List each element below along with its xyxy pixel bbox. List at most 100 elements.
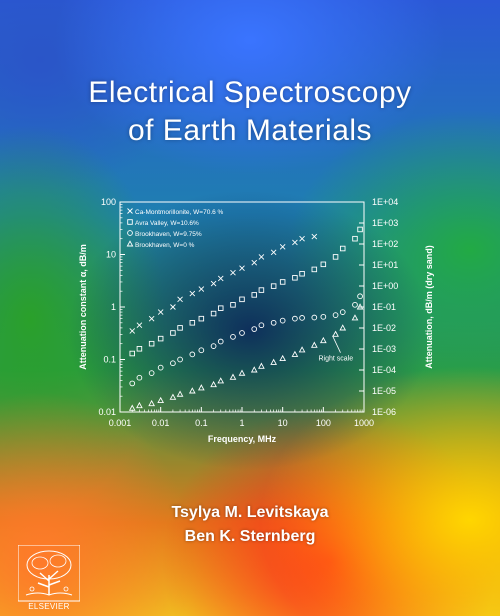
data-point-series-3	[217, 338, 224, 345]
data-point-series-1	[292, 239, 298, 246]
elsevier-tree-logo	[18, 545, 80, 602]
data-point-series-3	[129, 380, 136, 387]
data-point-series-1	[299, 235, 305, 242]
data-point-series-1	[258, 254, 265, 260]
data-point-series-2	[339, 245, 346, 252]
data-point-series-4	[229, 373, 237, 380]
y2-tick-label: 1E-06	[372, 407, 396, 417]
data-point-series-2	[210, 310, 217, 317]
data-point-series-1	[311, 233, 318, 240]
data-point-series-1	[239, 265, 245, 271]
data-point-series-1	[279, 244, 286, 250]
data-point-series-2	[258, 287, 265, 293]
y2-tick-label: 1E-01	[372, 302, 396, 312]
book-title-line2: of Earth Materials	[127, 114, 373, 147]
data-point-series-2	[148, 340, 155, 347]
legend-marker-1	[127, 208, 133, 214]
data-point-series-3	[357, 293, 363, 300]
legend-label-2: Avra Valley, W=10.6%	[135, 220, 199, 227]
data-point-series-2	[217, 305, 224, 311]
author-name-1: Tsylya M. Levitskaya	[171, 504, 329, 521]
x-tick-label: 0.001	[109, 418, 132, 428]
data-point-series-2	[129, 350, 135, 357]
data-point-series-3	[198, 347, 205, 354]
data-point-series-4	[238, 369, 246, 376]
data-point-series-4	[339, 324, 347, 331]
data-point-series-4	[148, 399, 156, 407]
y2-tick-label: 1E+04	[372, 197, 398, 207]
data-point-series-4	[157, 396, 165, 404]
y-tick-label: 10	[106, 250, 116, 260]
data-point-series-2	[230, 302, 236, 308]
y2-axis-label: Attenuation, dB/m (dry sand)	[424, 245, 434, 369]
data-point-series-2	[251, 292, 257, 298]
data-point-series-2	[157, 335, 164, 342]
data-point-series-3	[170, 360, 176, 367]
x-tick-label: 1	[239, 418, 244, 428]
data-point-series-3	[339, 309, 346, 315]
y2-tick-label: 1E-02	[372, 323, 396, 333]
data-point-series-4	[258, 362, 265, 369]
annotation-arrow	[332, 335, 341, 353]
data-point-series-4	[210, 380, 217, 388]
y2-tick-label: 1E+01	[372, 260, 398, 270]
data-point-series-2	[189, 320, 196, 326]
data-point-series-1	[136, 322, 143, 329]
data-point-series-1	[230, 269, 236, 276]
y2-tick-label: 1E-03	[372, 344, 396, 354]
data-point-series-3	[352, 301, 358, 308]
data-point-series-3	[299, 315, 305, 321]
data-point-series-2	[198, 315, 205, 322]
data-point-series-4	[270, 358, 278, 365]
data-point-series-4	[332, 330, 339, 337]
data-point-series-1	[148, 315, 155, 322]
data-point-series-4	[217, 377, 225, 384]
y2-tick-label: 1E-04	[372, 365, 396, 375]
data-point-series-2	[239, 296, 245, 303]
data-point-series-2	[352, 235, 358, 242]
data-point-series-2	[357, 226, 363, 233]
data-point-series-4	[188, 387, 196, 394]
data-point-series-2	[279, 279, 286, 285]
data-point-series-4	[291, 350, 299, 357]
legend-marker-4	[126, 240, 134, 247]
data-point-series-3	[189, 351, 196, 358]
data-point-series-3	[270, 319, 277, 326]
data-point-series-2	[270, 283, 277, 289]
data-point-series-4	[279, 354, 287, 362]
data-point-series-3	[279, 317, 286, 324]
data-point-series-3	[332, 312, 339, 318]
annotation-label: Right scale	[318, 356, 353, 363]
data-point-series-3	[177, 356, 183, 363]
data-point-series-3	[136, 374, 143, 381]
data-point-series-2	[299, 270, 305, 277]
legend-marker-2	[127, 219, 133, 225]
data-point-series-3	[258, 322, 265, 329]
data-point-series-1	[157, 309, 164, 315]
data-point-series-1	[177, 296, 183, 303]
data-point-series-3	[157, 364, 164, 371]
publisher-name: ELSEVIER	[28, 602, 70, 611]
data-point-series-1	[217, 275, 224, 282]
x-tick-label: 100	[316, 418, 331, 428]
data-point-series-1	[270, 249, 277, 256]
y-tick-label: 100	[101, 197, 116, 207]
y2-tick-label: 1E-05	[372, 386, 396, 396]
data-point-series-4	[169, 393, 177, 400]
data-point-series-4	[136, 401, 143, 409]
legend-label-4: Brookhaven, W=0 %	[135, 242, 195, 249]
data-point-series-1	[189, 290, 196, 297]
data-point-series-1	[170, 304, 176, 310]
data-point-series-2	[292, 275, 298, 281]
y-tick-label: 1	[111, 302, 116, 312]
legend-marker-3	[127, 230, 133, 236]
data-point-series-3	[292, 315, 298, 322]
x-tick-label: 10	[278, 418, 288, 428]
data-point-series-2	[136, 346, 143, 352]
legend-label-1: Ca-Montmorillonite, W=70.6 %	[135, 209, 224, 216]
data-point-series-3	[239, 330, 245, 336]
data-point-series-1	[129, 328, 136, 334]
y2-tick-label: 1E+02	[372, 239, 398, 249]
